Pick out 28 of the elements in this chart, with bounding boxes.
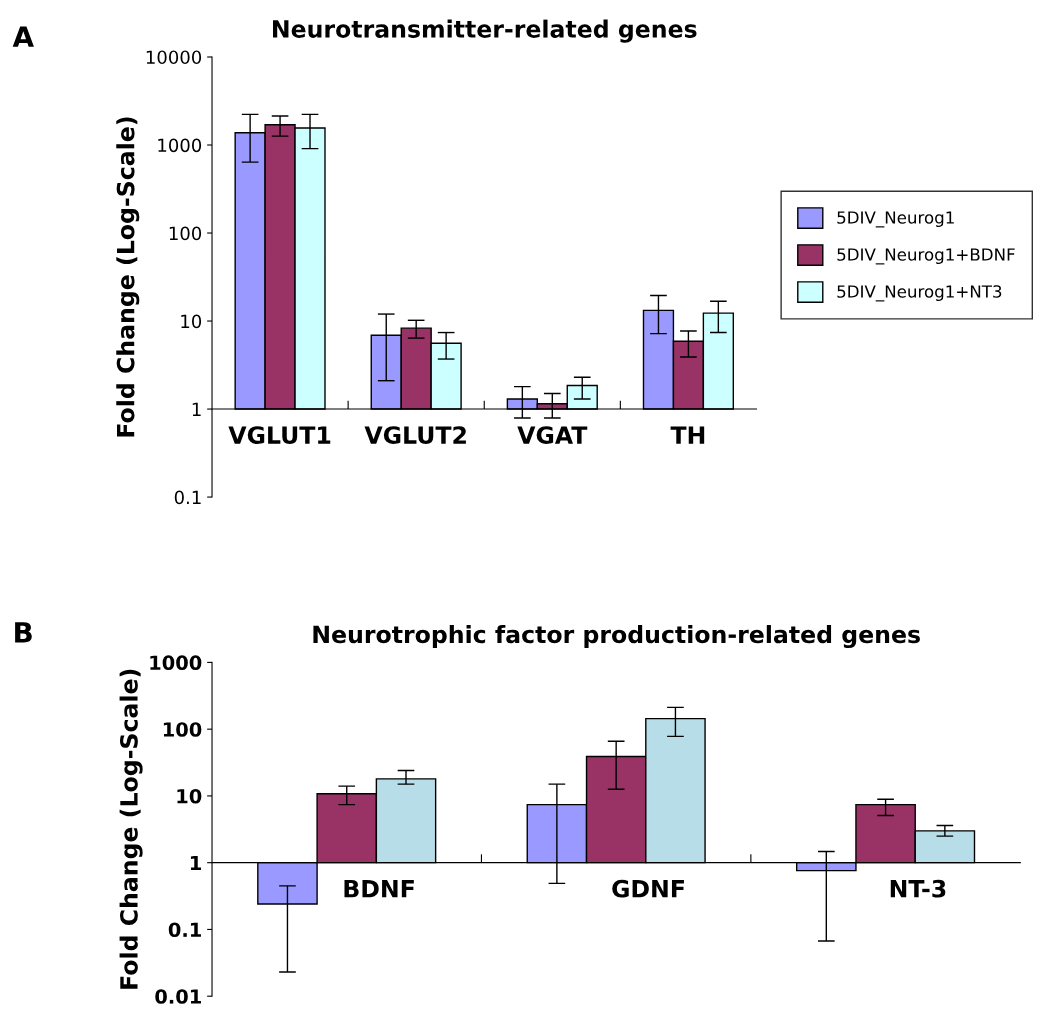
y-tick-label: 100 bbox=[163, 722, 202, 737]
text: B bbox=[15, 622, 32, 643]
y-tick-label: 10000 bbox=[146, 50, 202, 65]
x-tick-label: BDNF bbox=[344, 880, 414, 898]
legend-label: 5DIV_Neurog1+NT3 bbox=[837, 285, 1002, 302]
y-tick-label: 1000 bbox=[150, 655, 202, 671]
x-tick-label: TH bbox=[670, 426, 705, 444]
x-tick-label: NT-3 bbox=[890, 879, 946, 898]
chart-title: Neurotrophic factor production-related genes bbox=[313, 625, 920, 649]
y-tick-label: 1 bbox=[192, 402, 201, 416]
y-tick-label: 10 bbox=[177, 788, 202, 804]
x-tick-label: VGLUT1 bbox=[228, 426, 331, 444]
y-tick-label: 1 bbox=[190, 855, 201, 871]
y-tick-label: 0.01 bbox=[155, 989, 201, 1004]
legend-label: 5DIV_Neurog1 bbox=[837, 211, 954, 228]
y-axis-title: Fold Change (Log-Scale) bbox=[119, 669, 143, 989]
y-tick-label: 0.1 bbox=[174, 490, 201, 505]
y-axis-title: Fold Change (Log-Scale) bbox=[116, 117, 140, 437]
x-tick-label: VGAT bbox=[517, 426, 588, 444]
y-tick-label: 0.1 bbox=[168, 922, 201, 938]
legend-label: 5DIV_Neurog1+BDNF bbox=[837, 248, 1015, 265]
y-tick-label: 10 bbox=[181, 314, 202, 329]
chart-title: Neurotransmitter-related genes bbox=[273, 19, 697, 43]
y-tick-label: 1000 bbox=[158, 138, 202, 153]
y-tick-label: 100 bbox=[169, 226, 202, 241]
x-tick-label: GDNF bbox=[612, 879, 684, 898]
x-tick-label: VGLUT2 bbox=[364, 426, 466, 444]
text: A bbox=[12, 26, 34, 47]
